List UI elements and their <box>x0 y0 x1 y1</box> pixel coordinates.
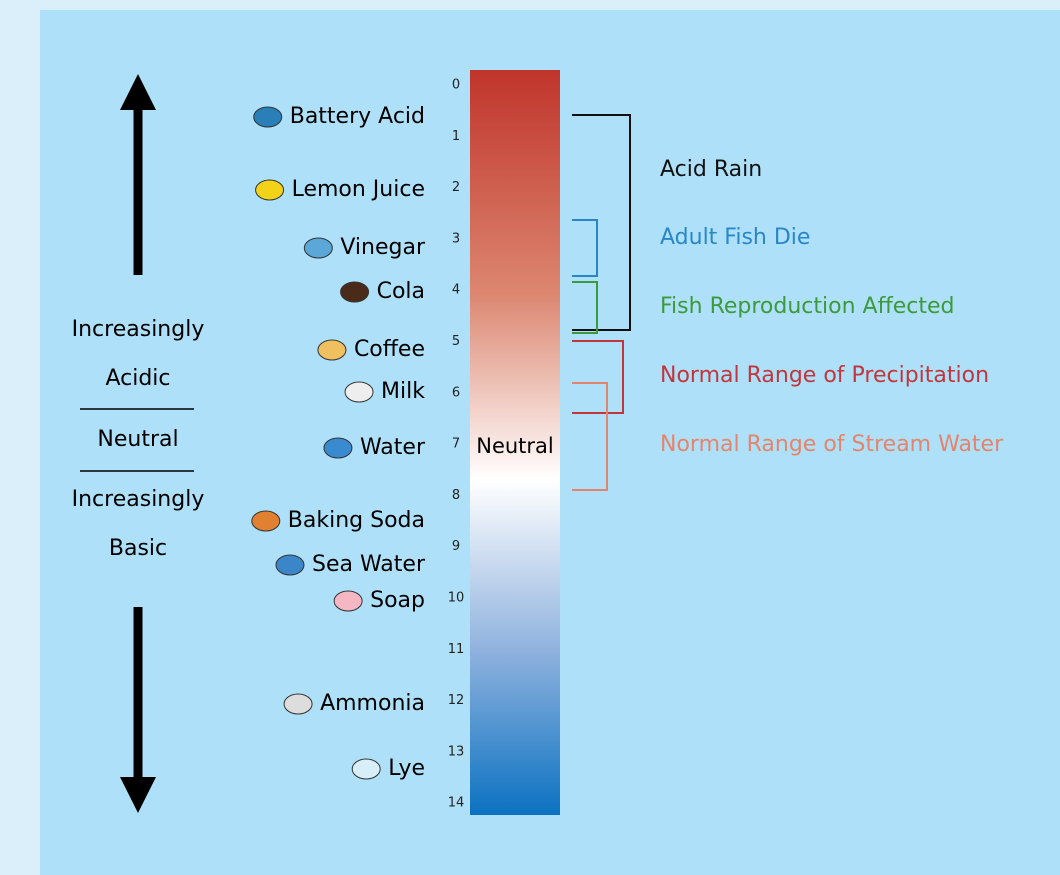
substance-icon <box>345 382 373 402</box>
substance-icon <box>256 180 284 200</box>
substance-label: Soap <box>370 588 425 613</box>
substance-label: Baking Soda <box>288 508 425 533</box>
range-label: Normal Range of Stream Water <box>660 432 1004 457</box>
range-label: Adult Fish Die <box>660 225 810 250</box>
tick-label: 9 <box>452 539 460 554</box>
side-label: Increasingly <box>72 487 205 512</box>
tick-label: 3 <box>452 231 460 246</box>
tick-label: 2 <box>452 180 460 195</box>
substance-label: Ammonia <box>320 691 425 716</box>
tick-label: 0 <box>452 78 460 93</box>
side-label: Neutral <box>97 427 178 452</box>
substance-label: Vinegar <box>340 235 426 260</box>
substance-label: Water <box>360 435 426 460</box>
tick-label: 8 <box>452 488 460 503</box>
page: Neutral Increasingly Acidic Neutral Increas… <box>0 0 1060 875</box>
tick-label: 1 <box>452 129 460 144</box>
substance-label: Cola <box>377 279 425 304</box>
substance-icon <box>254 107 282 127</box>
side-label: Basic <box>109 536 167 561</box>
substance-icon <box>252 511 280 531</box>
substance-icon <box>304 238 332 258</box>
substance-icon <box>341 282 369 302</box>
substance-label: Coffee <box>354 337 425 362</box>
range-label: Acid Rain <box>660 157 762 182</box>
substance-label: Battery Acid <box>290 104 425 129</box>
substance-icon <box>276 555 304 575</box>
range-label: Fish Reproduction Affected <box>660 294 955 319</box>
diagram: Neutral Increasingly Acidic Neutral Increas… <box>0 0 1060 875</box>
tick-label: 4 <box>452 283 460 298</box>
tick-label: 5 <box>452 334 460 349</box>
substance-icon <box>284 694 312 714</box>
substance-icon <box>318 340 346 360</box>
tick-label: 12 <box>448 693 465 708</box>
tick-label: 10 <box>448 591 465 606</box>
side-label: Increasingly <box>72 317 205 342</box>
substance-label: Lye <box>388 756 425 781</box>
substance-label: Lemon Juice <box>292 177 425 202</box>
neutral-label: Neutral <box>476 434 554 458</box>
substance-label: Milk <box>381 379 425 404</box>
substance-icon <box>334 591 362 611</box>
side-label: Acidic <box>105 366 170 391</box>
substance-label: Sea Water <box>312 552 426 577</box>
tick-label: 14 <box>448 796 465 811</box>
substance-icon <box>352 759 380 779</box>
tick-label: 7 <box>452 437 460 452</box>
tick-label: 13 <box>448 744 465 759</box>
tick-label: 6 <box>452 385 460 400</box>
substance-icon <box>324 438 352 458</box>
range-label: Normal Range of Precipitation <box>660 363 989 388</box>
tick-label: 11 <box>448 642 465 657</box>
